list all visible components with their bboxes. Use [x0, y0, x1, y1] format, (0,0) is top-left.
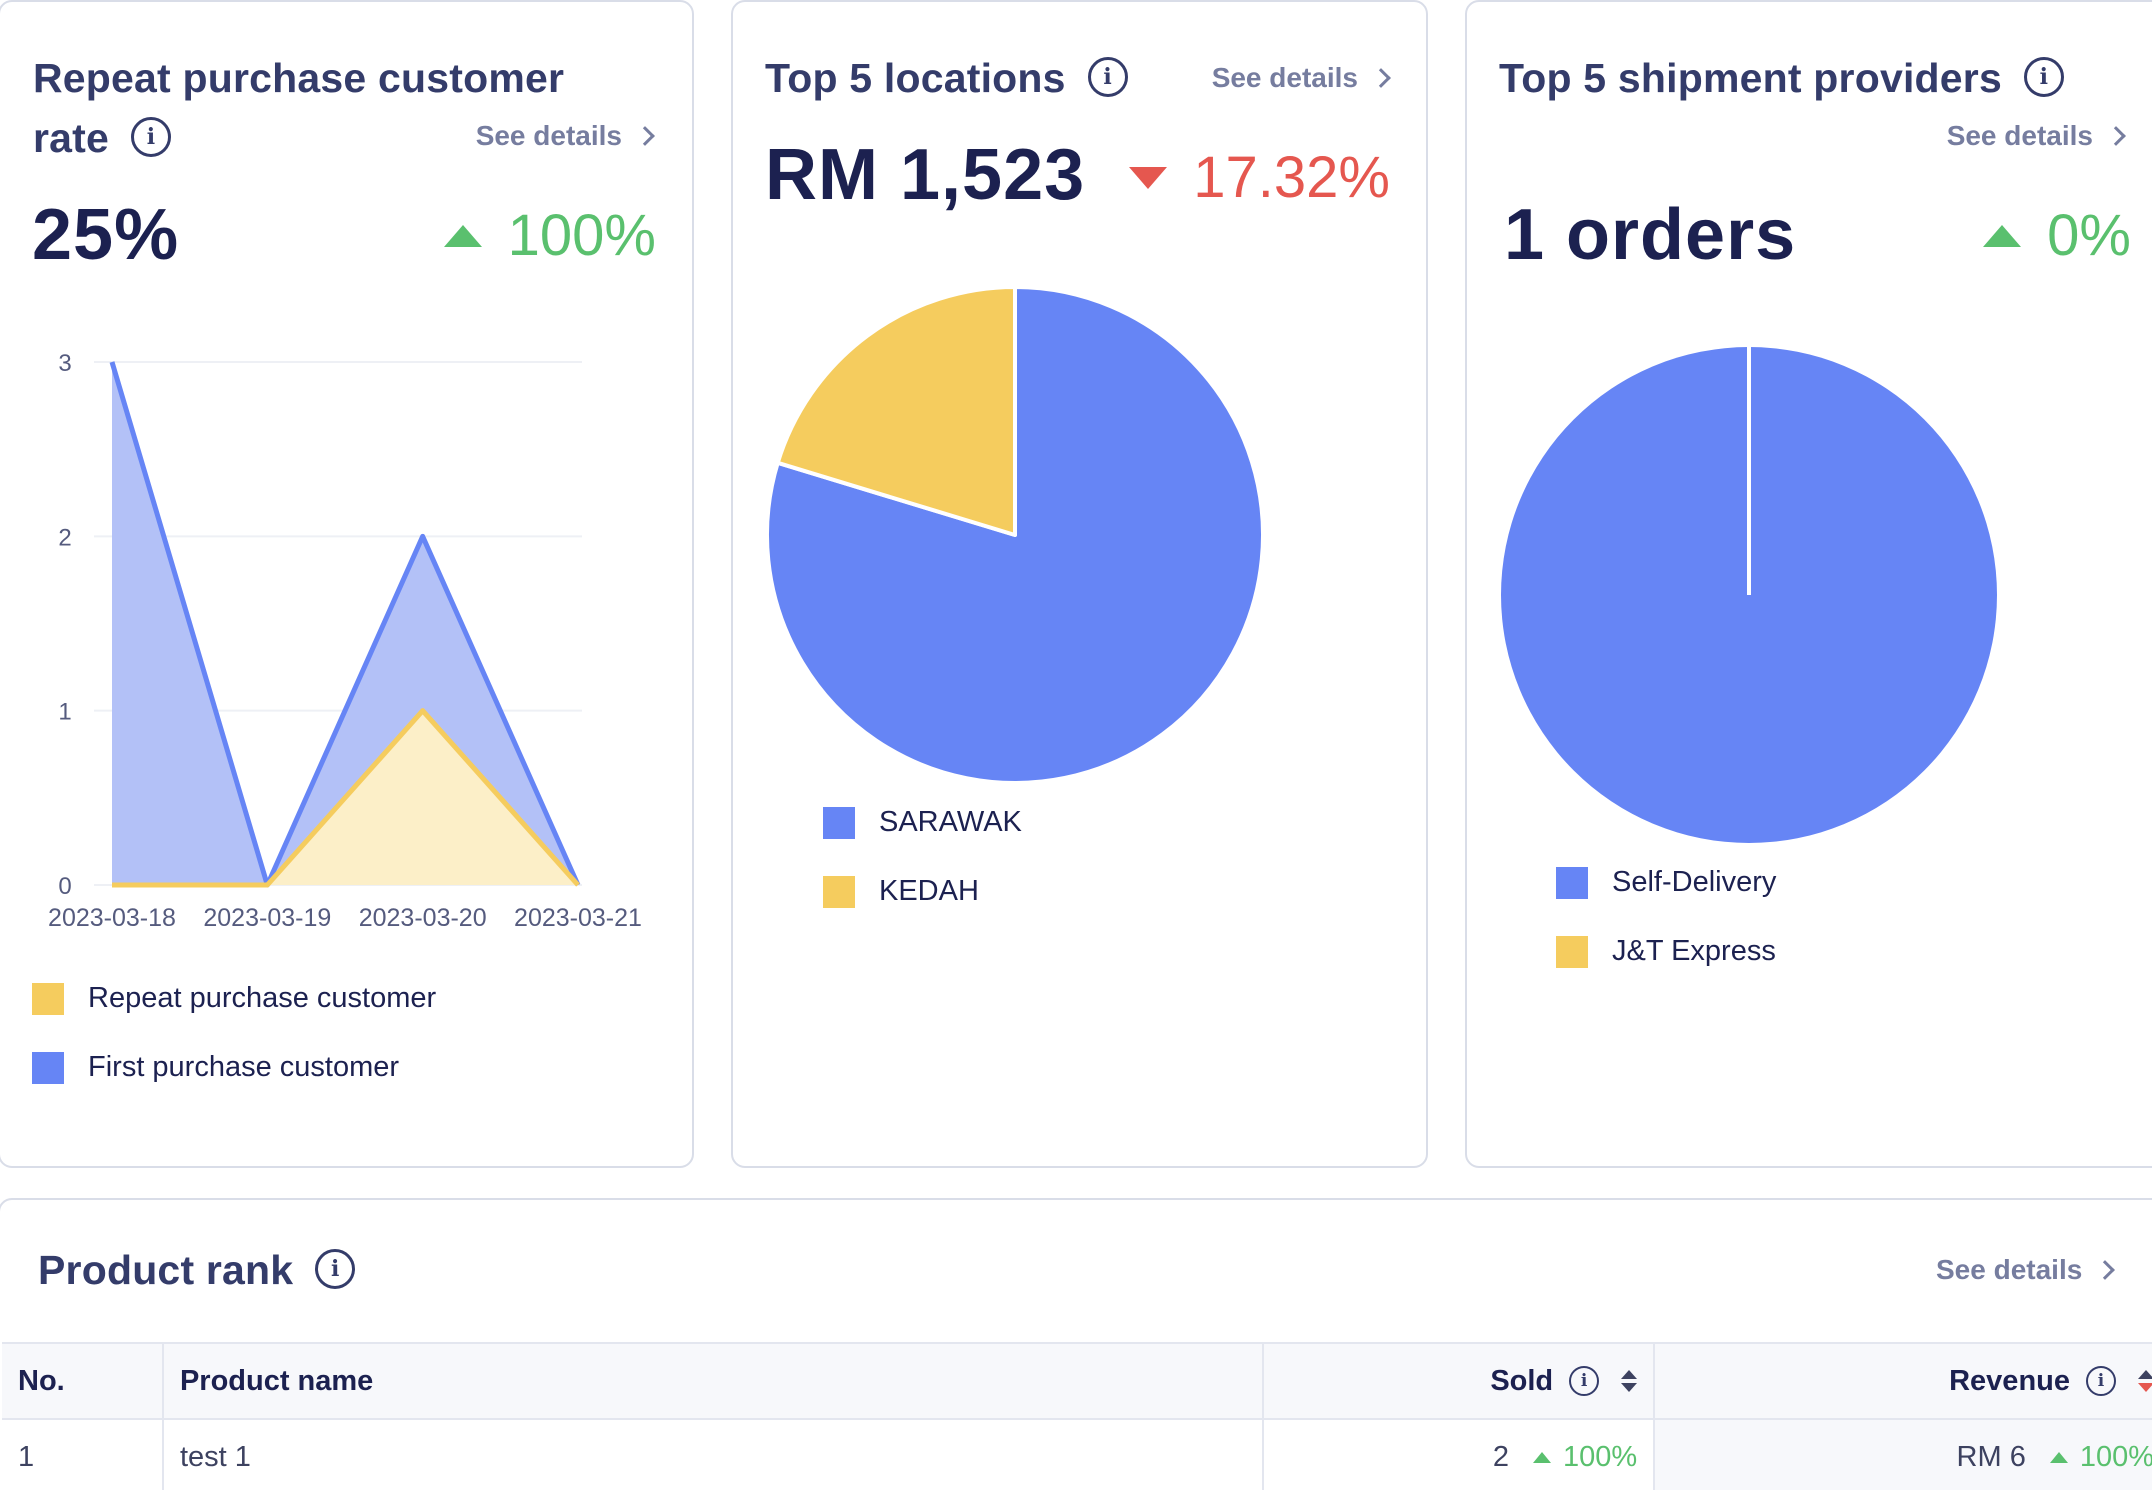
- metric-value: RM 1,523: [765, 135, 1086, 215]
- legend-label: Repeat purchase customer: [88, 982, 437, 1014]
- legend-swatch: [1556, 935, 1588, 968]
- legend-item[interactable]: SARAWAK: [823, 806, 1022, 839]
- chart-legend: SARAWAK KEDAH: [823, 806, 1022, 908]
- legend-label: J&T Express: [1612, 935, 1776, 967]
- pie-slice-kedah: [775, 285, 1017, 537]
- cell-no: 1: [2, 1419, 164, 1490]
- chevron-right-icon: [2106, 126, 2126, 146]
- series-line-first-purchase: [109, 361, 581, 888]
- y-tick-label: 1: [58, 699, 71, 726]
- legend-label: KEDAH: [879, 875, 979, 907]
- x-tick-label: 2023-03-20: [359, 904, 487, 932]
- arrow-down-icon: [1129, 166, 1168, 189]
- metric-delta: 17.32%: [1129, 144, 1390, 211]
- card-title: Product rank i: [38, 1240, 356, 1300]
- column-header-no: No.: [2, 1343, 164, 1419]
- y-tick-label: 0: [58, 873, 71, 900]
- chart-legend: Repeat purchase customer First purchase c…: [32, 982, 436, 1084]
- column-header-product-name: Product name: [162, 1343, 1265, 1419]
- metric-delta: 100%: [443, 202, 656, 269]
- info-icon[interactable]: i: [1087, 57, 1128, 98]
- arrow-up-icon: [2049, 1451, 2068, 1463]
- legend-label: First purchase customer: [88, 1051, 400, 1083]
- top-shipment-providers-card: Top 5 shipment providers i See details 1 …: [1465, 0, 2152, 1168]
- card-title: Top 5 shipment providers i: [1499, 48, 2064, 108]
- x-tick-label: 2023-03-19: [203, 904, 331, 932]
- legend-item[interactable]: First purchase customer: [32, 1051, 436, 1084]
- arrow-up-icon: [1983, 224, 2022, 247]
- chevron-right-icon: [1371, 68, 1391, 88]
- legend-item[interactable]: KEDAH: [823, 875, 1022, 908]
- sort-icon[interactable]: [1621, 1370, 1638, 1392]
- legend-swatch: [32, 1051, 64, 1084]
- chevron-right-icon: [2095, 1260, 2116, 1280]
- info-icon[interactable]: i: [2086, 1366, 2116, 1396]
- legend-swatch: [823, 875, 855, 908]
- pie-chart: [765, 285, 1265, 785]
- top-locations-card: Top 5 locations i See details RM 1,523 17…: [731, 0, 1428, 1168]
- metric-value: 25%: [32, 195, 180, 275]
- cell-revenue: RM 6 100%: [1654, 1419, 2152, 1490]
- info-icon[interactable]: i: [131, 117, 172, 158]
- legend-swatch: [32, 982, 64, 1015]
- legend-item[interactable]: J&T Express: [1556, 935, 1776, 968]
- table-header-row: No. Product name Sold i Revenue i: [2, 1343, 2152, 1419]
- arrow-up-icon: [1532, 1451, 1551, 1463]
- series-line-repeat-purchase: [112, 708, 580, 888]
- see-details-link[interactable]: See details: [1212, 62, 1391, 94]
- revenue-delta: 100%: [2049, 1441, 2152, 1474]
- cell-sold: 2 100%: [1263, 1419, 1656, 1490]
- legend-label: SARAWAK: [879, 806, 1022, 838]
- legend-label: Self-Delivery: [1612, 866, 1777, 898]
- info-icon[interactable]: i: [2023, 57, 2064, 98]
- legend-swatch: [1556, 866, 1588, 899]
- info-icon[interactable]: i: [1569, 1366, 1600, 1396]
- see-details-link[interactable]: See details: [1947, 120, 2126, 152]
- x-tick-label: 2023-03-18: [48, 904, 176, 932]
- sort-icon[interactable]: [2138, 1370, 2152, 1392]
- y-tick-label: 2: [58, 524, 71, 551]
- metric-value: 1 orders: [1504, 195, 1797, 275]
- y-tick-label: 3: [58, 350, 71, 377]
- pie-chart: [1501, 347, 1997, 843]
- see-details-link[interactable]: See details: [1936, 1254, 2116, 1286]
- area-chart: 0 1 2 3 2023-03-18 2023-03-19 2023-03-20 2023-0…: [48, 350, 642, 932]
- card-title: Top 5 locations i: [765, 48, 1128, 108]
- legend-swatch: [823, 806, 855, 839]
- product-rank-table: No. Product name Sold i Revenue i: [2, 1342, 2152, 1490]
- legend-item[interactable]: Repeat purchase customer: [32, 982, 436, 1015]
- info-icon[interactable]: i: [315, 1249, 356, 1290]
- product-rank-card: Product rank i See details No. Product na…: [0, 1198, 2152, 1490]
- legend-item[interactable]: Self-Delivery: [1556, 866, 1776, 899]
- sold-delta: 100%: [1532, 1441, 1637, 1474]
- see-details-link[interactable]: See details: [476, 120, 655, 152]
- cell-product-name: test 1: [162, 1419, 1265, 1490]
- repeat-purchase-card: Repeat purchase customer rate i See detai…: [0, 0, 694, 1168]
- arrow-up-icon: [443, 224, 482, 247]
- card-title: Repeat purchase customer rate i: [33, 55, 565, 161]
- column-header-revenue[interactable]: Revenue i: [1654, 1343, 2152, 1419]
- x-tick-label: 2023-03-21: [514, 904, 642, 932]
- table-row[interactable]: 1 test 1 2 100% RM 6 100%: [2, 1419, 2152, 1490]
- series-area-repeat-purchase: [112, 710, 578, 885]
- column-header-sold[interactable]: Sold i: [1263, 1343, 1656, 1419]
- chart-legend: Self-Delivery J&T Express: [1556, 866, 1776, 968]
- metric-delta: 0%: [1983, 202, 2131, 269]
- chevron-right-icon: [635, 126, 655, 146]
